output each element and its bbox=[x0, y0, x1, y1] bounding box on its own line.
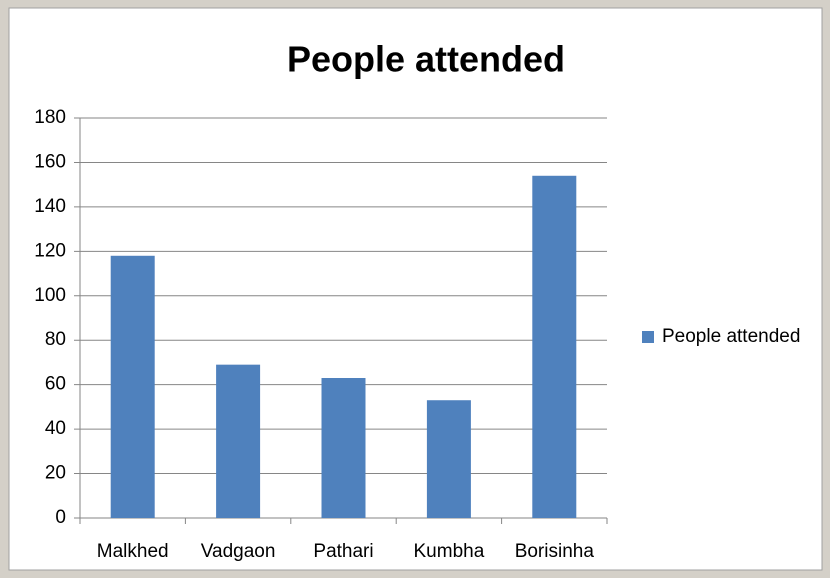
x-tick-label: Borisinha bbox=[515, 541, 595, 562]
x-tick-label: Vadgaon bbox=[201, 541, 276, 562]
chart-title: People attended bbox=[287, 39, 565, 80]
legend-label: People attended bbox=[662, 326, 800, 347]
x-tick-label: Malkhed bbox=[97, 541, 169, 562]
y-tick-label: 100 bbox=[34, 285, 66, 306]
y-tick-label: 120 bbox=[34, 240, 66, 261]
bar bbox=[110, 255, 155, 518]
y-tick-label: 80 bbox=[45, 329, 66, 350]
bar bbox=[426, 400, 471, 518]
y-tick-label: 60 bbox=[45, 374, 66, 395]
y-tick-label: 140 bbox=[34, 196, 66, 217]
y-tick-label: 20 bbox=[45, 463, 66, 484]
y-tick-label: 40 bbox=[45, 418, 66, 439]
bar bbox=[532, 175, 577, 518]
y-tick-label: 160 bbox=[34, 151, 66, 172]
bar bbox=[321, 378, 366, 518]
x-tick-label: Kumbha bbox=[414, 541, 485, 562]
x-tick-label: Pathari bbox=[313, 541, 373, 562]
bar bbox=[216, 364, 261, 518]
y-tick-label: 180 bbox=[34, 107, 66, 128]
legend-swatch bbox=[642, 331, 654, 343]
y-tick-label: 0 bbox=[55, 507, 66, 528]
